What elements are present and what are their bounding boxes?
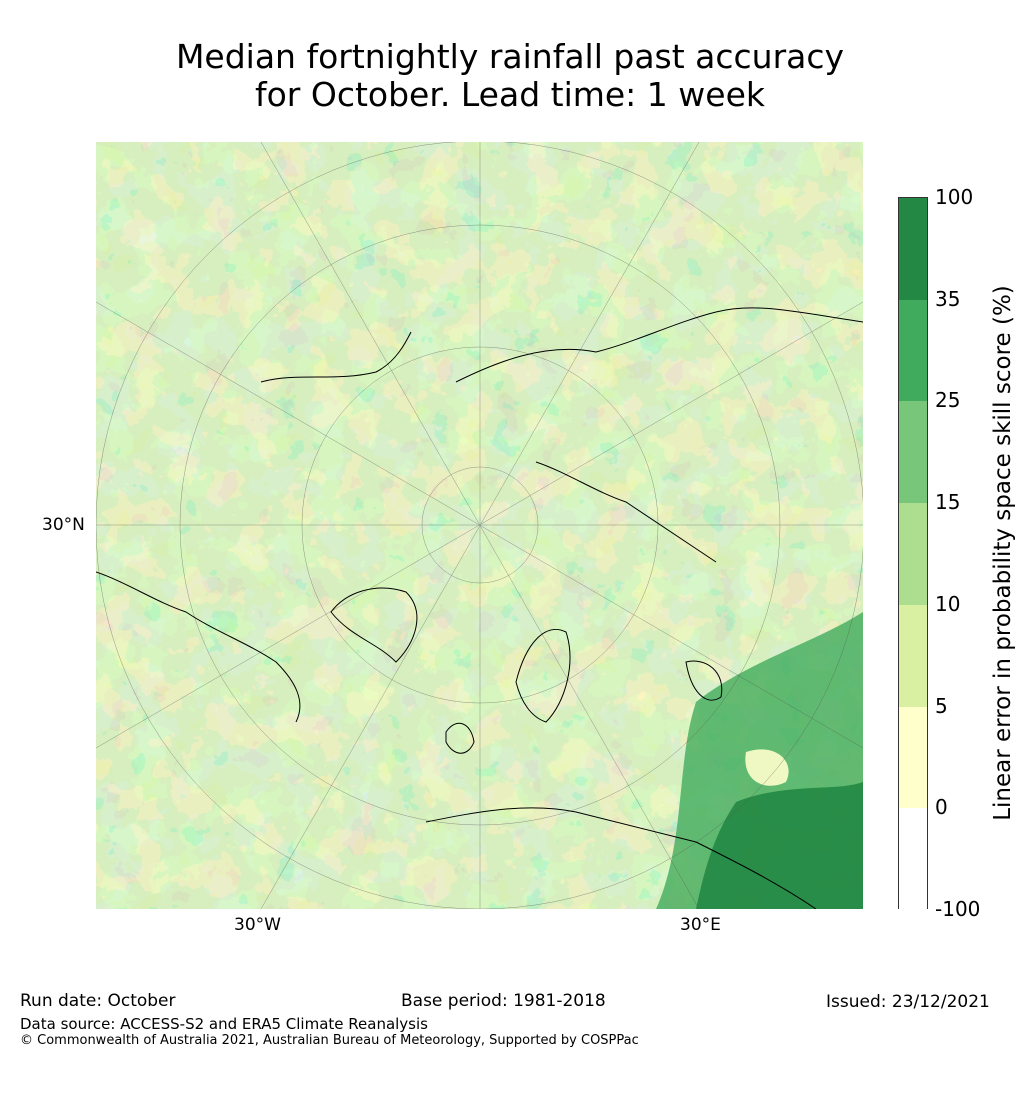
alaska-coast xyxy=(260,331,412,383)
lon-label-30w: 30°W xyxy=(234,915,281,935)
colorbar-tick-label: 5 xyxy=(935,693,948,718)
colorbar-band xyxy=(899,604,927,708)
base-period: Base period: 1981-2018 xyxy=(401,991,606,1011)
caspian-coast xyxy=(685,660,723,701)
greenland-coast xyxy=(330,587,418,663)
map-svg xyxy=(96,142,863,909)
graticule xyxy=(96,142,863,909)
title-line-2: for October. Lead time: 1 week xyxy=(254,75,765,114)
title-line-1: Median fortnightly rainfall past accurac… xyxy=(175,37,845,76)
lat-label-30n: 30°N xyxy=(42,515,85,535)
uk-coast xyxy=(445,722,475,754)
lon-label-30e: 30°E xyxy=(680,915,721,935)
colorbar-label: Linear error in probability space skill … xyxy=(990,285,1016,821)
colorbar-band xyxy=(899,299,927,402)
north-america-coast xyxy=(96,571,301,723)
colorbar-band xyxy=(899,198,927,301)
colorbar-tick-label: 10 xyxy=(935,591,961,616)
colorbar-tick-label: 25 xyxy=(935,388,961,413)
copyright: © Commonwealth of Australia 2021, Austra… xyxy=(20,1033,639,1048)
colorbar-tick-label: 0 xyxy=(935,795,948,820)
colorbar-tick-label: -100 xyxy=(935,897,981,921)
colorbar-tick-label: 35 xyxy=(935,286,961,311)
map-title: Median fortnightly rainfall past accurac… xyxy=(0,38,1020,114)
low-skill-patch xyxy=(745,749,789,786)
scandinavia-coast xyxy=(515,629,571,723)
eurasia-coast xyxy=(535,461,717,563)
colorbar-band xyxy=(899,503,927,606)
coastlines xyxy=(96,307,863,909)
run-date: Run date: October xyxy=(20,991,176,1011)
data-source: Data source: ACCESS-S2 and ERA5 Climate … xyxy=(20,1015,428,1033)
colorbar xyxy=(898,197,928,911)
colorbar-tick-label: 100 xyxy=(935,185,974,209)
colorbar-tick-label: 15 xyxy=(935,490,961,515)
colorbar-band xyxy=(899,808,927,911)
very-high-skill-region xyxy=(696,782,863,909)
europe-coast xyxy=(425,807,817,909)
issued-date: Issued: 23/12/2021 xyxy=(826,992,990,1012)
colorbar-band xyxy=(899,401,927,504)
polar-map xyxy=(96,142,863,909)
siberia-coast xyxy=(455,307,863,383)
colorbar-band xyxy=(899,706,927,809)
